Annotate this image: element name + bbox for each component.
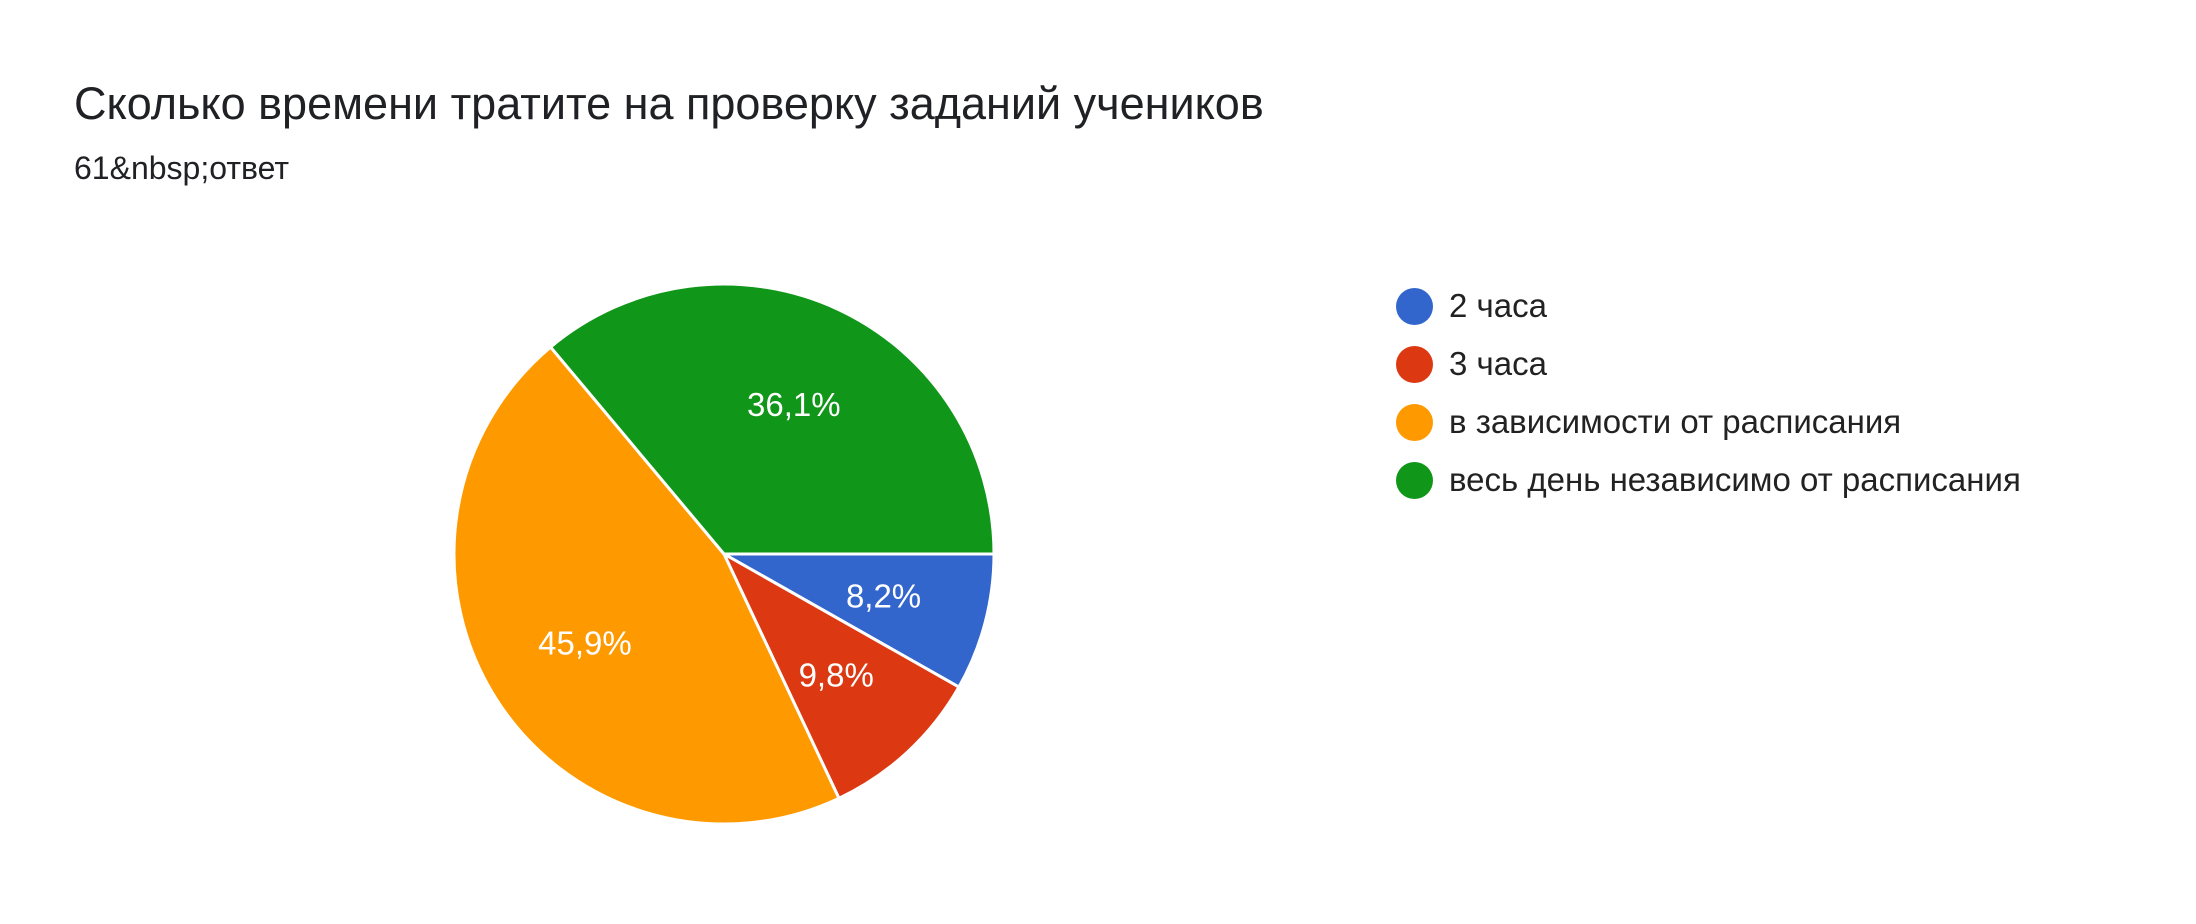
- legend: 2 часа 3 часа в зависимости от расписани…: [1396, 277, 2021, 509]
- legend-item[interactable]: в зависимости от расписания: [1396, 393, 2021, 451]
- pie-slices: [452, 282, 996, 826]
- pie-slice-labels: 8,2% 9,8% 45,9% 36,1%: [538, 386, 921, 694]
- legend-label: 2 часа: [1449, 287, 1547, 324]
- legend-swatch: [1396, 461, 1433, 499]
- legend-swatch: [1396, 345, 1433, 383]
- legend-label: весь день независимо от расписания: [1449, 461, 2021, 498]
- legend-label: 3 часа: [1449, 345, 1547, 382]
- pie-slice-label: 9,8%: [799, 656, 874, 693]
- pie-slice[interactable]: [718, 552, 996, 690]
- pie-slice[interactable]: [452, 344, 841, 826]
- legend-item[interactable]: весь день независимо от расписания: [1396, 451, 2021, 509]
- chart-title: Сколько времени тратите на проверку зада…: [74, 78, 1264, 129]
- response-count: 61&nbsp;ответ: [74, 150, 289, 186]
- legend-swatch: [1396, 287, 1433, 325]
- legend-label: в зависимости от расписания: [1449, 403, 1902, 440]
- pie-slice[interactable]: [548, 282, 996, 556]
- legend-swatch: [1396, 403, 1433, 441]
- pie-slice-label: 45,9%: [538, 624, 632, 661]
- pie-slice-label: 8,2%: [846, 578, 921, 615]
- pie-slice[interactable]: [720, 550, 961, 801]
- pie-slice-label: 36,1%: [747, 386, 841, 423]
- legend-item[interactable]: 3 часа: [1396, 335, 2021, 393]
- legend-item[interactable]: 2 часа: [1396, 277, 2021, 335]
